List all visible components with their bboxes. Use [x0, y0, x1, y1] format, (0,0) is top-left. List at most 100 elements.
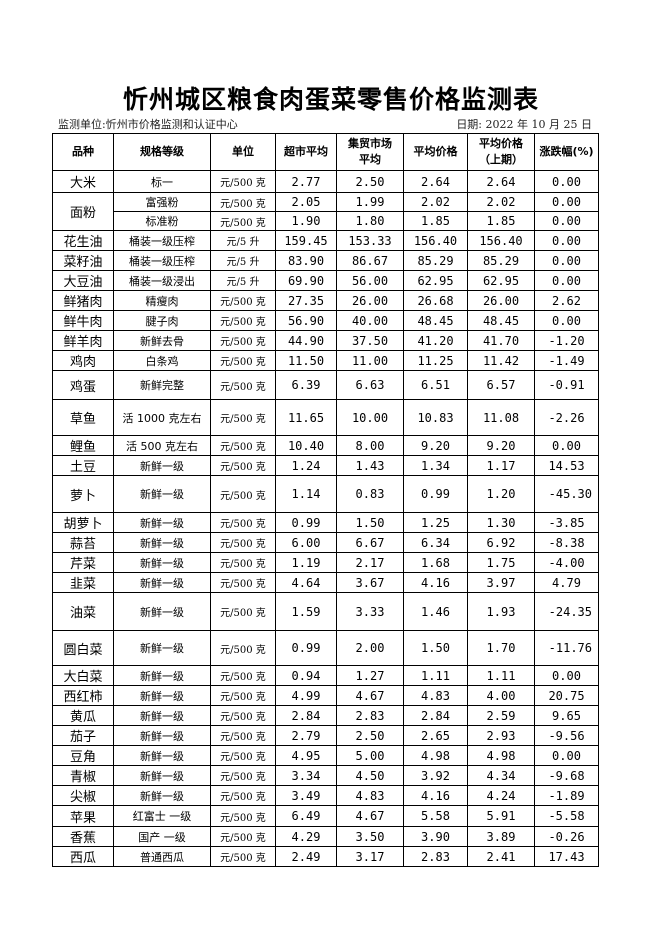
item-unit: 元/500 克 — [210, 512, 276, 533]
avg-price: 1.25 — [403, 512, 468, 533]
item-name: 鸡蛋 — [52, 370, 114, 400]
market-avg: 2.83 — [336, 705, 404, 726]
supermarket-avg: 2.79 — [275, 725, 337, 746]
prev-avg-price: 41.70 — [467, 330, 535, 351]
item-unit: 元/500 克 — [210, 475, 276, 513]
item-name: 青椒 — [52, 765, 114, 786]
supermarket-avg: 6.49 — [275, 805, 337, 827]
market-avg: 1.50 — [336, 512, 404, 533]
change-pct: 0.00 — [534, 230, 599, 251]
item-name: 大米 — [52, 170, 114, 193]
market-avg: 40.00 — [336, 310, 404, 331]
change-pct: -9.68 — [534, 765, 599, 786]
avg-price: 1.11 — [403, 665, 468, 686]
prev-avg-price: 2.41 — [467, 846, 535, 867]
avg-price: 5.58 — [403, 805, 468, 827]
item-unit: 元/500 克 — [210, 170, 276, 193]
item-spec: 普通西瓜 — [113, 846, 211, 867]
avg-price: 10.83 — [403, 399, 468, 436]
supermarket-avg: 3.34 — [275, 765, 337, 786]
item-name: 油菜 — [52, 592, 114, 631]
market-avg: 86.67 — [336, 250, 404, 271]
header-name: 品种 — [52, 133, 114, 171]
item-spec: 桶装一级浸出 — [113, 270, 211, 291]
item-unit: 元/500 克 — [210, 310, 276, 331]
supermarket-avg: 11.50 — [275, 350, 337, 371]
avg-price: 1.85 — [403, 211, 468, 231]
table-row: 胡萝卜 新鲜一级 元/500 克 0.99 1.50 1.25 1.30 -3.85 — [52, 512, 599, 533]
header-previous: 平均价格（上期） — [467, 133, 535, 171]
supermarket-avg: 1.14 — [275, 475, 337, 513]
supermarket-avg: 44.90 — [275, 330, 337, 351]
change-pct: 0.00 — [534, 270, 599, 291]
table-row: 花生油 桶装一级压榨 元/5 升 159.45 153.33 156.40 156.40 0.… — [52, 230, 599, 251]
market-avg: 3.17 — [336, 846, 404, 867]
change-pct: 17.43 — [534, 846, 599, 867]
change-pct: 0.00 — [534, 310, 599, 331]
change-pct: 0.00 — [534, 665, 599, 686]
table-row: 面粉 富强粉 元/500 克 2.05 1.99 2.02 2.02 0.00 — [52, 192, 599, 231]
table-row: 标准粉 元/500 克 1.90 1.80 1.85 1.85 0.00 — [53, 211, 599, 231]
avg-price: 2.84 — [403, 705, 468, 726]
market-avg: 1.27 — [336, 665, 404, 686]
market-avg: 6.67 — [336, 532, 404, 553]
table-row: 鲜牛肉 腱子肉 元/500 克 56.90 40.00 48.45 48.45 0.00 — [52, 310, 599, 331]
avg-price: 85.29 — [403, 250, 468, 271]
market-avg: 4.83 — [336, 785, 404, 806]
table-row: 香蕉 国产 一级 元/500 克 4.29 3.50 3.90 3.89 -0.26 — [52, 826, 599, 847]
supermarket-avg: 27.35 — [275, 290, 337, 311]
market-avg: 11.00 — [336, 350, 404, 371]
item-spec: 新鲜一级 — [113, 572, 211, 593]
prev-avg-price: 1.17 — [467, 455, 535, 476]
table-row: 大白菜 新鲜一级 元/500 克 0.94 1.27 1.11 1.11 0.00 — [52, 665, 599, 686]
item-unit: 元/500 克 — [210, 630, 276, 666]
avg-price: 9.20 — [403, 435, 468, 456]
avg-price: 1.68 — [403, 552, 468, 573]
change-pct: -0.26 — [534, 826, 599, 847]
change-pct: 0.00 — [534, 170, 599, 193]
change-pct: -45.30 — [534, 475, 599, 513]
avg-price: 156.40 — [403, 230, 468, 251]
table-row: 蒜苔 新鲜一级 元/500 克 6.00 6.67 6.34 6.92 -8.38 — [52, 532, 599, 553]
report-date: 日期: 2022 年 10 月 25 日 — [456, 118, 592, 131]
change-pct: 20.75 — [534, 685, 599, 706]
item-unit: 元/500 克 — [210, 455, 276, 476]
item-spec: 富强粉 — [113, 192, 211, 212]
table-row: 韭菜 新鲜一级 元/500 克 4.64 3.67 4.16 3.97 4.79 — [52, 572, 599, 593]
item-name: 豆角 — [52, 745, 114, 766]
item-spec: 新鲜一级 — [113, 475, 211, 513]
item-name: 黄瓜 — [52, 705, 114, 726]
prev-avg-price: 1.93 — [467, 592, 535, 631]
item-unit: 元/5 升 — [210, 250, 276, 271]
prev-avg-price: 2.02 — [467, 192, 535, 212]
table-row: 鸡肉 白条鸡 元/500 克 11.50 11.00 11.25 11.42 -1.49 — [52, 350, 599, 371]
avg-price: 48.45 — [403, 310, 468, 331]
item-spec: 新鲜一级 — [113, 455, 211, 476]
table-row: 尖椒 新鲜一级 元/500 克 3.49 4.83 4.16 4.24 -1.89 — [52, 785, 599, 806]
change-pct: -9.56 — [534, 725, 599, 746]
change-pct: 0.00 — [534, 435, 599, 456]
table-row: 豆角 新鲜一级 元/500 克 4.95 5.00 4.98 4.98 0.00 — [52, 745, 599, 766]
table-row: 圆白菜 新鲜一级 元/500 克 0.99 2.00 1.50 1.70 -11.76 — [52, 630, 599, 666]
item-unit: 元/5 升 — [210, 270, 276, 291]
avg-price: 1.34 — [403, 455, 468, 476]
change-pct: 14.53 — [534, 455, 599, 476]
header-average: 平均价格 — [403, 133, 468, 171]
change-pct: -1.20 — [534, 330, 599, 351]
table-row: 大豆油 桶装一级浸出 元/5 升 69.90 56.00 62.95 62.95 0.00 — [52, 270, 599, 291]
item-spec: 新鲜完整 — [113, 370, 211, 400]
market-avg: 4.67 — [336, 685, 404, 706]
change-pct: 9.65 — [534, 705, 599, 726]
table-row: 鲤鱼活 500 克左右 元/500 克 10.40 8.00 9.20 9.20 0.00 — [52, 435, 599, 456]
item-unit: 元/500 克 — [210, 552, 276, 573]
item-name: 苹果 — [52, 805, 114, 827]
avg-price: 4.83 — [403, 685, 468, 706]
prev-avg-price: 11.08 — [467, 399, 535, 436]
change-pct: -8.38 — [534, 532, 599, 553]
market-avg: 6.63 — [336, 370, 404, 400]
supermarket-avg: 2.49 — [275, 846, 337, 867]
item-unit: 元/500 克 — [210, 826, 276, 847]
table-row: 土豆 新鲜一级 元/500 克 1.24 1.43 1.34 1.17 14.53 — [52, 455, 599, 476]
supermarket-avg: 2.84 — [275, 705, 337, 726]
prev-avg-price: 2.59 — [467, 705, 535, 726]
